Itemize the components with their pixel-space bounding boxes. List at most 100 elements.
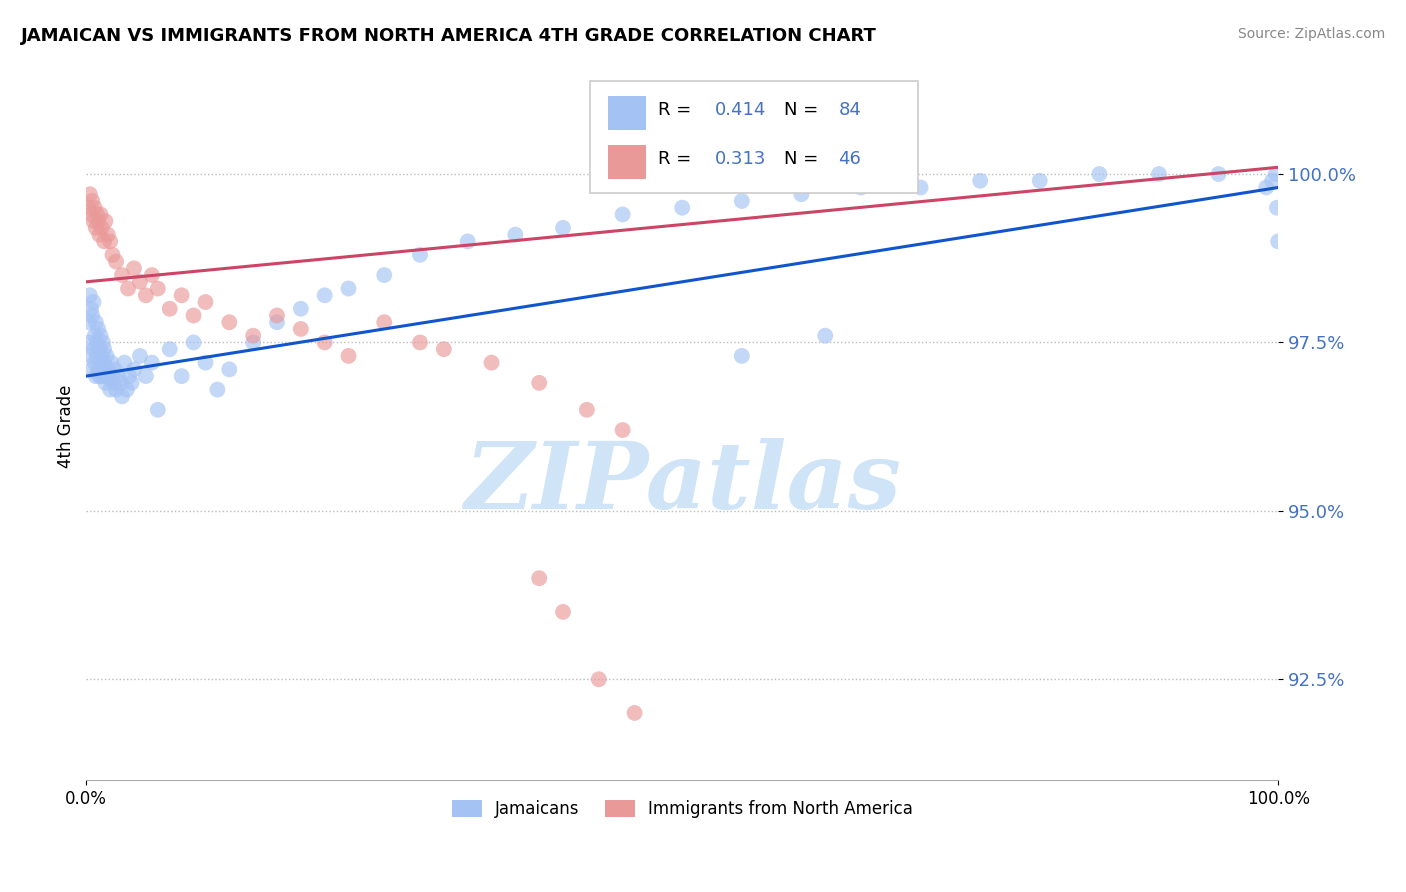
Point — [433, 342, 456, 356]
Point — [87, 362, 110, 376]
Point — [82, 362, 104, 376]
Point — [242, 328, 264, 343]
Point — [1256, 180, 1278, 194]
Point — [105, 254, 128, 268]
Point — [612, 207, 634, 221]
Point — [623, 706, 645, 720]
Y-axis label: 4th Grade: 4th Grade — [58, 385, 75, 468]
Point — [90, 369, 112, 384]
Bar — [609, 145, 647, 179]
Point — [97, 369, 120, 384]
Point — [115, 383, 138, 397]
Point — [107, 369, 129, 384]
Point — [89, 342, 111, 356]
Point — [409, 248, 432, 262]
Point — [612, 423, 634, 437]
Point — [110, 376, 132, 390]
Point — [207, 383, 229, 397]
Point — [83, 328, 105, 343]
Point — [90, 356, 112, 370]
Point — [183, 335, 205, 350]
Point — [101, 248, 124, 262]
Text: R =: R = — [658, 150, 692, 169]
Point — [242, 335, 264, 350]
Point — [79, 335, 101, 350]
Legend: Jamaicans, Immigrants from North America: Jamaicans, Immigrants from North America — [446, 794, 920, 825]
Point — [575, 402, 598, 417]
Point — [121, 376, 143, 390]
Point — [100, 356, 122, 370]
Point — [481, 356, 503, 370]
Point — [84, 221, 107, 235]
Point — [1267, 235, 1289, 249]
Point — [218, 362, 240, 376]
Bar — [609, 95, 647, 129]
Point — [82, 214, 104, 228]
Point — [90, 207, 112, 221]
Point — [82, 342, 104, 356]
Text: N =: N = — [783, 150, 818, 169]
Point — [373, 315, 395, 329]
Point — [551, 221, 574, 235]
Point — [1088, 167, 1111, 181]
Point — [314, 335, 336, 350]
Point — [83, 201, 105, 215]
Point — [588, 672, 610, 686]
Point — [170, 288, 193, 302]
Point — [1261, 174, 1284, 188]
Point — [266, 315, 288, 329]
Point — [129, 349, 152, 363]
Point — [86, 349, 108, 363]
Point — [505, 227, 527, 242]
Point — [849, 180, 872, 194]
Point — [93, 342, 115, 356]
Point — [146, 402, 169, 417]
Point — [551, 605, 574, 619]
Point — [90, 349, 112, 363]
Point — [82, 194, 104, 208]
Point — [82, 295, 104, 310]
Point — [409, 335, 432, 350]
Point — [1147, 167, 1170, 181]
Point — [1208, 167, 1230, 181]
Point — [118, 369, 141, 384]
Point — [104, 362, 127, 376]
Point — [77, 201, 100, 215]
Point — [94, 369, 117, 384]
Point — [337, 281, 360, 295]
Point — [83, 356, 105, 370]
Point — [98, 235, 121, 249]
Point — [90, 221, 112, 235]
Point — [814, 328, 837, 343]
Point — [105, 383, 128, 397]
Point — [86, 335, 108, 350]
Point — [94, 214, 117, 228]
Point — [135, 288, 157, 302]
Point — [135, 369, 157, 384]
Point — [84, 369, 107, 384]
Point — [314, 288, 336, 302]
Text: 0.414: 0.414 — [714, 101, 766, 119]
Point — [457, 235, 479, 249]
Point — [290, 301, 312, 316]
Point — [77, 315, 100, 329]
Point — [93, 235, 115, 249]
Point — [290, 322, 312, 336]
Point — [91, 335, 114, 350]
Point — [731, 194, 754, 208]
Point — [146, 281, 169, 295]
Point — [141, 356, 163, 370]
Point — [89, 369, 111, 384]
Point — [671, 201, 693, 215]
Point — [194, 356, 217, 370]
Point — [111, 389, 134, 403]
Text: 0.313: 0.313 — [714, 150, 766, 169]
Point — [122, 261, 145, 276]
Point — [1029, 174, 1052, 188]
Point — [90, 328, 112, 343]
Point — [170, 369, 193, 384]
Point — [80, 207, 103, 221]
Point — [112, 356, 135, 370]
Point — [159, 301, 181, 316]
Point — [527, 376, 550, 390]
